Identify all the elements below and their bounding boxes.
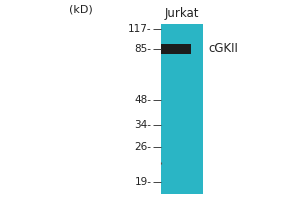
Text: 117-: 117- xyxy=(128,24,152,34)
Text: cGKII: cGKII xyxy=(208,43,238,55)
Bar xyxy=(160,44,190,54)
Text: 34-: 34- xyxy=(134,120,152,130)
Text: 48-: 48- xyxy=(134,95,152,105)
Text: 19-: 19- xyxy=(134,177,152,187)
Text: Jurkat: Jurkat xyxy=(164,6,199,20)
Bar xyxy=(160,24,202,194)
Text: (kD): (kD) xyxy=(69,4,93,14)
Text: 85-: 85- xyxy=(134,44,152,54)
Text: 26-: 26- xyxy=(134,142,152,152)
